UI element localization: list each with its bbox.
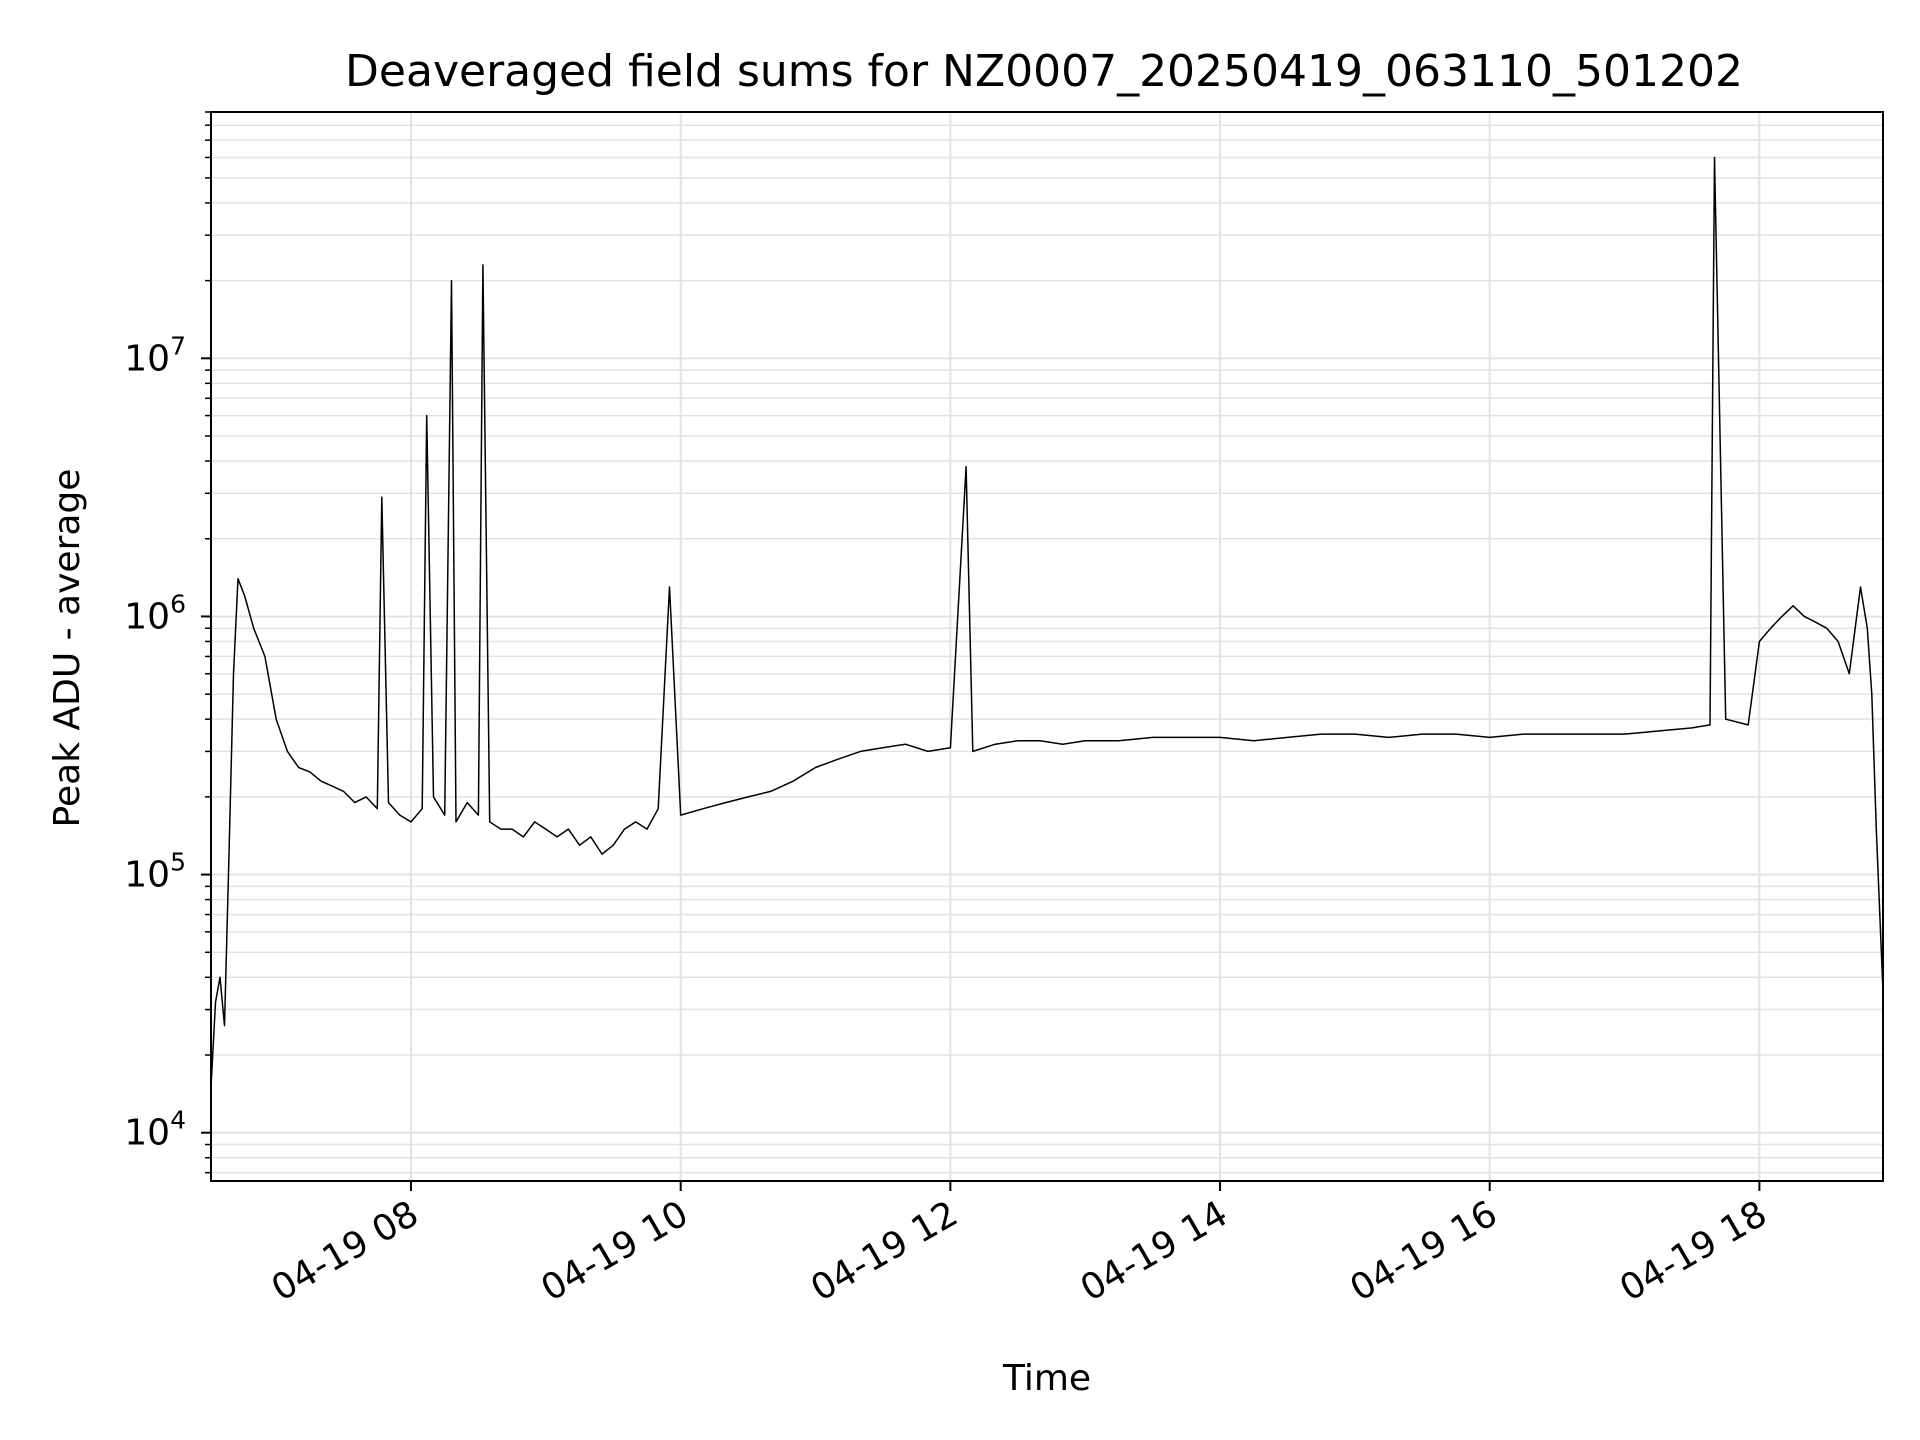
y-tick-label: 105 bbox=[124, 848, 186, 896]
x-axis-label: Time bbox=[1002, 1358, 1091, 1399]
y-tick-label: 104 bbox=[124, 1106, 186, 1154]
y-tick-label: 106 bbox=[124, 589, 186, 637]
series-group bbox=[210, 156, 1884, 1088]
y-axis: 104 105 106 107 bbox=[124, 111, 211, 1174]
grid bbox=[211, 111, 1883, 1181]
y-tick-label: 107 bbox=[124, 331, 186, 379]
series-line bbox=[210, 156, 1884, 1088]
y-axis-label: Peak ADU - average bbox=[47, 469, 88, 828]
chart-title: Deaveraged field sums for NZ0007_2025041… bbox=[345, 46, 1743, 97]
plot-frame bbox=[210, 111, 1884, 1182]
